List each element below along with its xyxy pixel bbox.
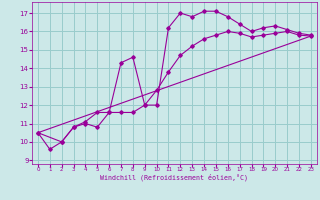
X-axis label: Windchill (Refroidissement éolien,°C): Windchill (Refroidissement éolien,°C) xyxy=(100,174,248,181)
